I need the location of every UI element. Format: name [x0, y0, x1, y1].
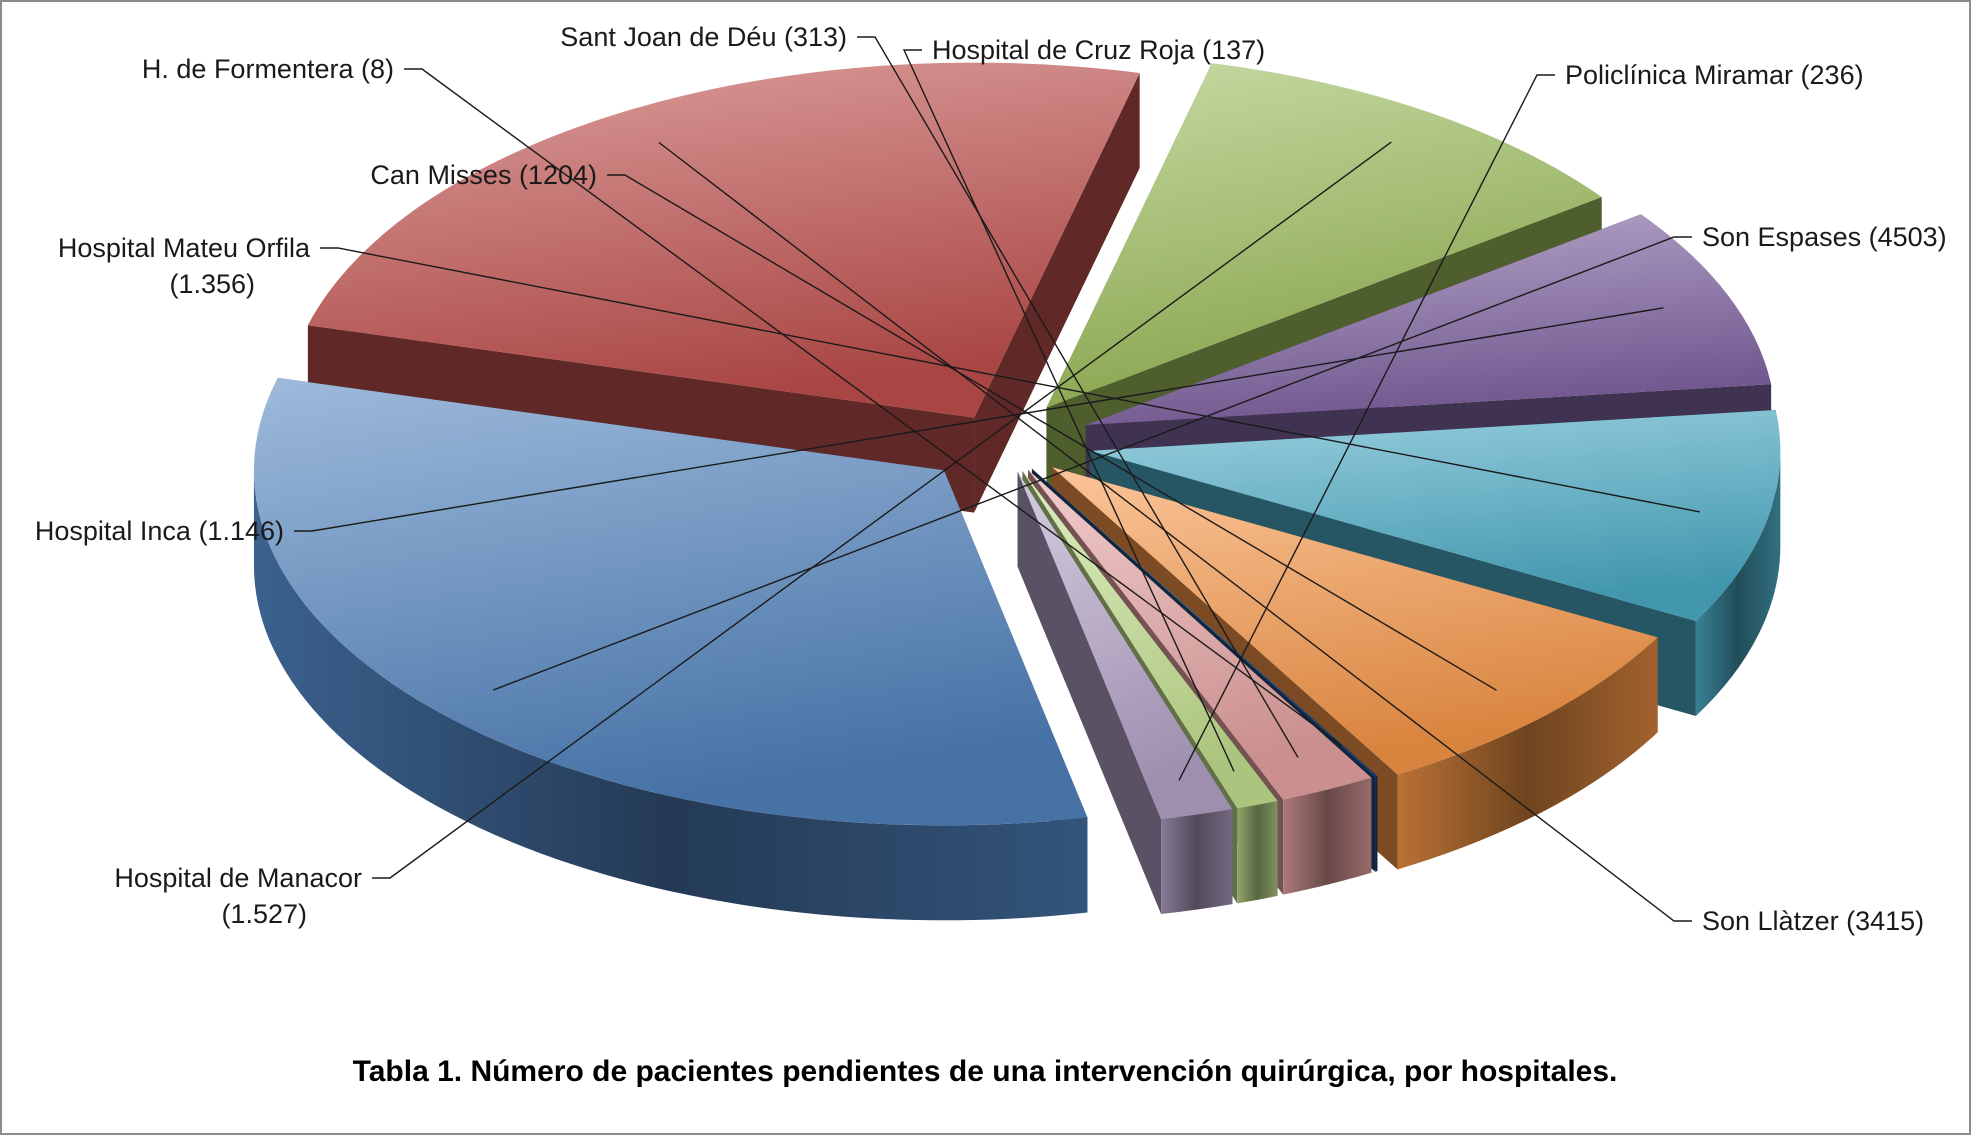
- slice-side-hospital-de-cruz-roja: [1237, 800, 1278, 904]
- leader-line-son-espases: [492, 236, 1692, 691]
- slice-label-policlinica-miramar: Policlínica Miramar (236): [1565, 60, 1864, 90]
- leader-line-hospital-inca: [294, 307, 1664, 532]
- slice-wall-son-llatzer-1: [974, 72, 1140, 513]
- slice-label-line-hospital-de-manacor-0: Hospital de Manacor: [114, 863, 362, 893]
- slice-label-hospital-de-manacor: Hospital de Manacor (1.527): [114, 863, 362, 929]
- leader-line-hospital-mateu-orfila: [320, 247, 1701, 513]
- slice-top-hospital-inca: [1085, 214, 1772, 426]
- slice-label-son-llatzer: Son Llàtzer (3415): [1702, 906, 1924, 936]
- pie-slice-son-espases: [253, 377, 1088, 921]
- leader-line-hospital-de-cruz-roja: [902, 49, 1235, 772]
- slice-side-hospital-mateu-orfila: [1695, 450, 1781, 717]
- slice-top-sant-joan-de-deu: [1028, 469, 1372, 800]
- slice-label-hospital-mateu-orfila: Hospital Mateu Orfila (1.356): [58, 233, 311, 299]
- slice-top-can-misses: [1052, 467, 1658, 775]
- slice-label-can-misses: Can Misses (1204): [370, 160, 597, 190]
- slice-label-line-hospital-de-manacor-1: (1.527): [221, 899, 307, 929]
- leader-line-policlinica-miramar: [1178, 74, 1555, 781]
- slice-side-policlinica-miramar: [1161, 809, 1233, 915]
- slice-top-son-espases: [253, 377, 1088, 826]
- slice-label-sant-joan-de-deu: Sant Joan de Déu (313): [560, 22, 847, 52]
- slice-top-hospital-de-manacor: [1046, 63, 1602, 408]
- slice-label-line-hospital-mateu-orfila-1: (1.356): [169, 269, 255, 299]
- leader-line-sant-joan-de-deu: [857, 36, 1299, 758]
- slice-side-sant-joan-de-deu: [1283, 777, 1372, 895]
- leader-line-son-llatzer: [658, 141, 1692, 922]
- leader-line-can-misses: [607, 174, 1497, 691]
- slice-side-h-de-formentera: [1375, 776, 1378, 872]
- slice-label-son-espases: Son Espases (4503): [1702, 222, 1947, 252]
- slice-top-hospital-mateu-orfila: [1090, 409, 1781, 622]
- leader-line-h-de-formentera: [404, 68, 1343, 747]
- chart-caption: Tabla 1. Número de pacientes pendientes …: [353, 1055, 1618, 1088]
- slice-wall-policlinica-miramar-1: [1017, 471, 1162, 915]
- slice-label-hospital-inca: Hospital Inca (1.146): [35, 516, 284, 546]
- slice-top-hospital-de-cruz-roja: [1022, 471, 1278, 809]
- pie-slice-policlinica-miramar: [1017, 471, 1233, 915]
- slice-side-son-espases: [253, 470, 1088, 921]
- slice-top-h-de-formentera: [1031, 468, 1378, 777]
- slice-top-policlinica-miramar: [1017, 471, 1233, 820]
- slice-label-hospital-de-cruz-roja: Hospital de Cruz Roja (137): [932, 35, 1265, 65]
- slice-label-h-de-formentera: H. de Formentera (8): [142, 54, 394, 84]
- slice-side-can-misses: [1397, 637, 1658, 870]
- slice-label-line-hospital-mateu-orfila-0: Hospital Mateu Orfila: [58, 233, 311, 263]
- slice-top-son-llatzer: [307, 62, 1140, 418]
